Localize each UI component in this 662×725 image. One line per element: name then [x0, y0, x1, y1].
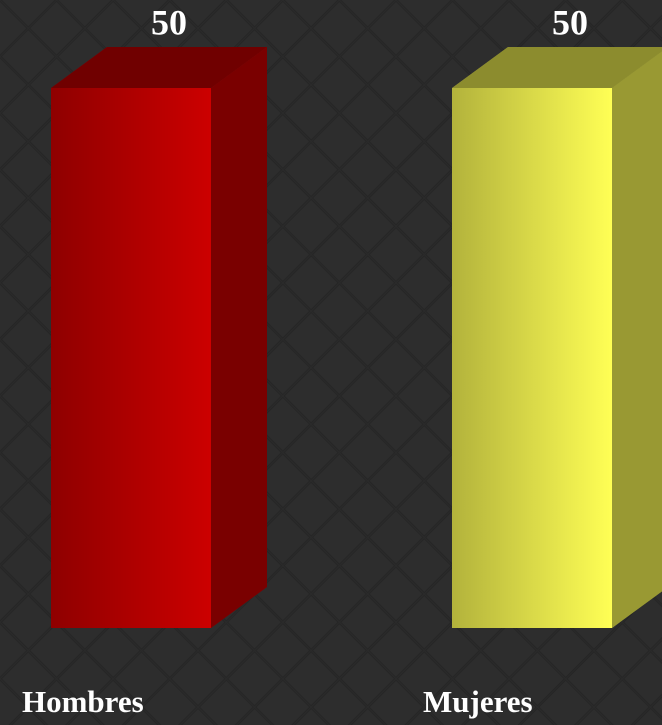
bar-side: [612, 51, 662, 628]
bar-top: [452, 47, 662, 88]
category-label: Mujeres: [423, 684, 533, 719]
bar: [51, 47, 267, 628]
category-label: Hombres: [22, 684, 144, 719]
bar: [452, 47, 662, 628]
bar-top: [51, 47, 267, 88]
bar-side-shade: [612, 51, 662, 628]
bar-front-shade: [51, 88, 211, 628]
bar-side-shade: [211, 47, 267, 628]
bar-front-shade: [452, 88, 612, 628]
bar-top-shade: [51, 47, 267, 88]
bar-top-shade: [452, 47, 662, 88]
value-label: 50: [151, 2, 187, 42]
bar-side: [211, 47, 267, 628]
value-label: 50: [552, 2, 588, 42]
